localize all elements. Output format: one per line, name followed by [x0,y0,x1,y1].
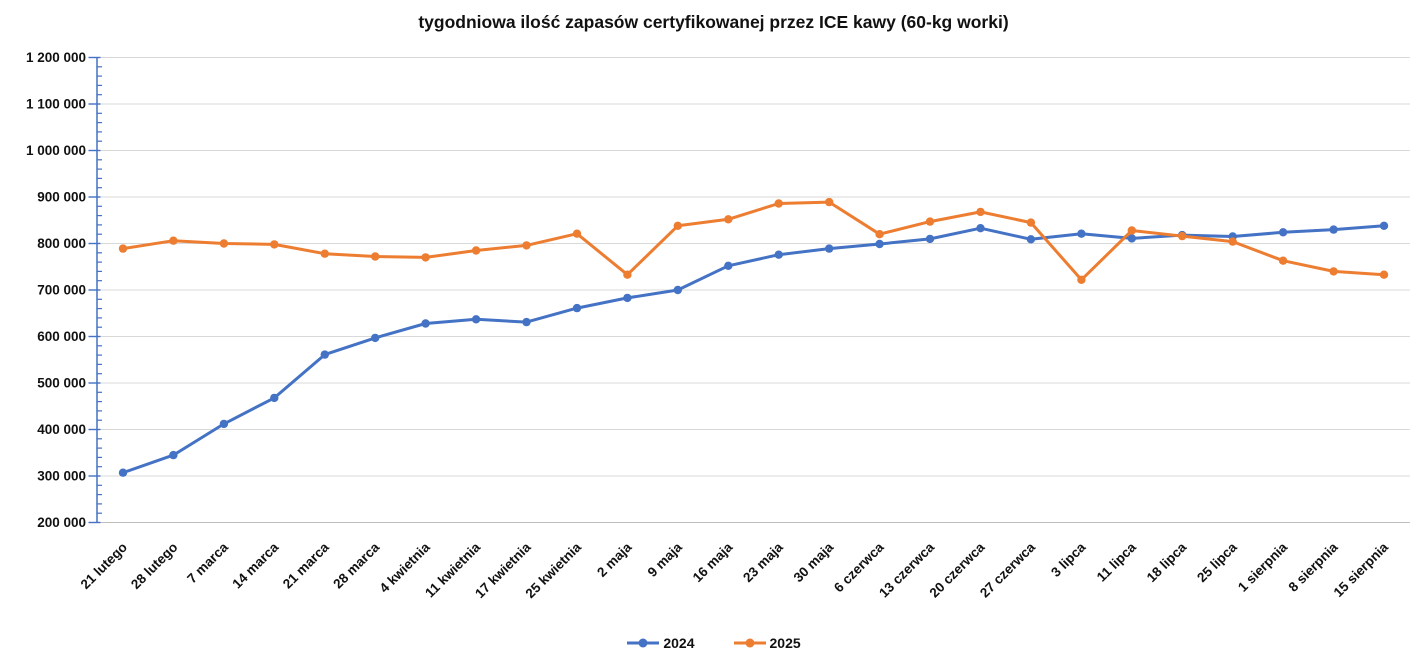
data-point-2024 [1278,228,1288,237]
data-point-2024 [270,393,279,403]
legend-label-2024: 2024 [663,635,695,651]
series-2025 [118,197,1389,284]
data-point-2024 [1379,221,1389,230]
legend-item-2025: 2025 [733,635,801,651]
data-point-2024 [421,319,430,328]
data-point-2025 [1178,231,1187,241]
data-point-2024 [925,234,935,244]
data-point-2025 [1228,237,1237,246]
data-point-2024 [673,285,682,295]
data-point-2024 [976,224,985,233]
x-tick-label: 28 lutego [128,540,181,593]
gridlines [97,57,1410,523]
legend-label-2025: 2025 [769,635,801,651]
series-line-2025 [122,200,1385,282]
chart-title: tygodniowa ilość zapasów certyfikowanej … [418,12,1009,32]
legend-marker-2025-icon [733,638,766,648]
x-tick-label: 23 maja [740,539,786,585]
data-point-2025 [1329,267,1338,276]
data-point-2025 [169,236,178,245]
data-point-2025 [925,217,935,226]
data-point-2025 [673,221,682,230]
y-tick-label: 800 000 [37,236,86,251]
x-tick-label: 28 marca [330,539,382,591]
series-2024 [118,221,1389,477]
data-point-2024 [572,303,582,313]
data-point-2025 [522,241,531,250]
legend-item-2024: 2024 [626,635,695,651]
legend: 2024 2025 [0,635,1427,651]
x-tick-label: 11 lipca [1094,539,1139,584]
data-point-2024 [118,468,128,477]
plot-area: 200 000 300 000 400 000 500 000 600 000 700 0… [26,50,1410,601]
x-tick-label: 2 maja [594,539,635,580]
x-tick-label: 21 marca [280,539,332,591]
data-point-2024 [875,239,884,249]
y-tick-label: 600 000 [37,329,86,344]
data-point-2024 [169,450,178,460]
y-tick-label: 1 000 000 [26,143,86,158]
data-point-2025 [219,239,229,248]
data-point-2025 [421,253,430,262]
data-point-2024 [371,333,380,343]
data-point-2025 [471,246,481,255]
data-point-2024 [1026,235,1036,244]
data-point-2025 [1379,270,1389,279]
y-axis: 200 000 300 000 400 000 500 000 600 000 700 0… [26,50,102,530]
y-tick-label: 900 000 [37,190,86,205]
x-tick-label: 1 sierpnia [1235,539,1291,595]
data-point-2025 [118,244,128,253]
data-point-2024 [774,250,783,259]
data-point-2024 [522,317,531,327]
data-point-2025 [1127,226,1137,235]
x-tick-label: 9 maja [645,539,686,580]
data-point-2025 [976,207,985,217]
data-point-2025 [320,249,329,258]
data-point-2025 [270,240,279,249]
data-point-2025 [875,230,884,239]
data-point-2025 [724,215,733,224]
x-tick-label: 14 marca [229,539,281,591]
x-tick-label: 3 lipca [1048,539,1089,580]
y-tick-label: 200 000 [37,515,86,530]
x-tick-label: 21 lutego [78,540,131,593]
x-tick-label: 7 marca [184,539,231,586]
data-point-2024 [623,293,632,303]
x-tick-label: 15 sierpnia [1331,539,1392,600]
data-point-2024 [724,261,733,270]
y-tick-label: 700 000 [37,283,86,298]
data-point-2024 [1127,234,1137,243]
legend-marker-2024-icon [627,638,660,648]
data-point-2024 [471,315,481,324]
x-tick-label: 30 maja [791,539,837,585]
data-point-2024 [1329,225,1338,234]
data-point-2025 [1077,275,1086,284]
y-tick-label: 300 000 [37,469,86,484]
series-line-2024 [122,224,1385,475]
x-tick-label: 25 lipca [1194,539,1240,585]
data-point-2024 [320,350,329,359]
y-tick-label: 500 000 [37,376,86,391]
data-point-2024 [219,419,229,429]
data-point-2025 [572,229,582,238]
x-tick-label: 18 lipca [1144,539,1190,585]
data-point-2024 [825,244,834,253]
data-point-2025 [1278,256,1288,265]
data-point-2025 [825,197,834,207]
data-point-2025 [623,270,632,279]
y-tick-label: 1 100 000 [26,97,86,112]
y-tick-label: 400 000 [37,422,86,437]
data-point-2025 [1026,218,1036,227]
x-tick-label: 16 maja [690,539,736,585]
data-point-2025 [774,199,783,208]
data-point-2025 [371,252,380,261]
data-point-2024 [1077,229,1086,238]
y-tick-label: 1 200 000 [26,50,86,65]
x-tick-label: 27 czerwca [977,539,1038,600]
